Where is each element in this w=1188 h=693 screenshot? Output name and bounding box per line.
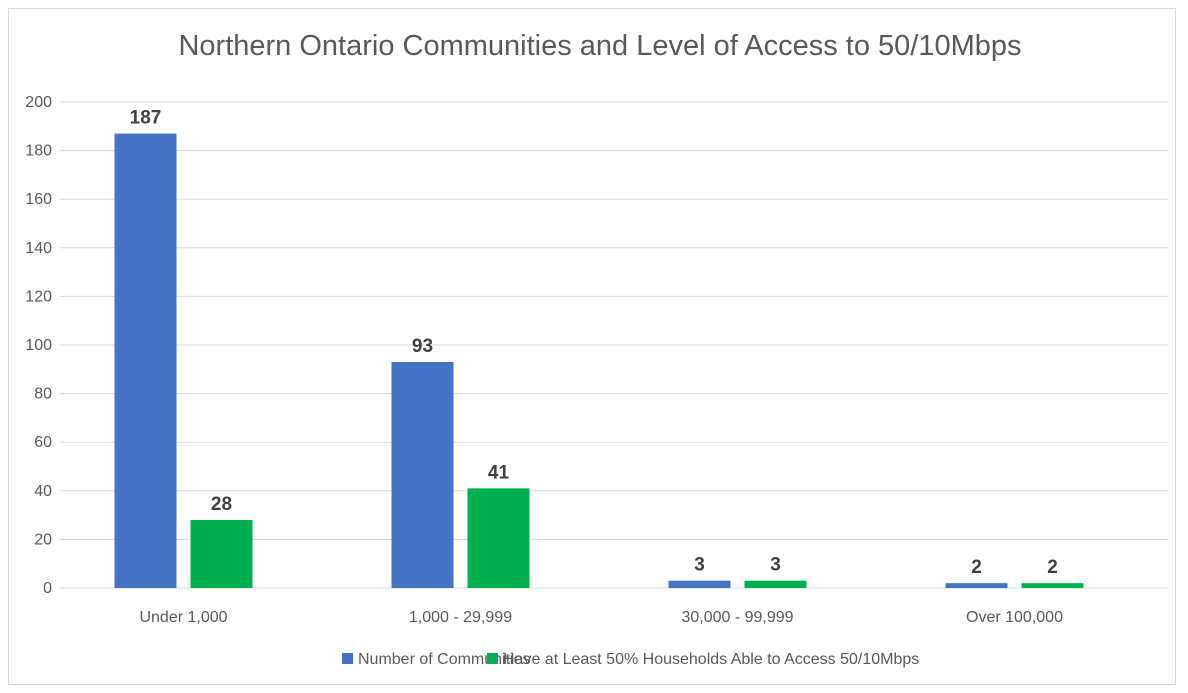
y-tick-label: 120 (25, 288, 52, 305)
x-axis-ticks: Under 1,000 1,000 - 29,999 30,000 - 99,999… (139, 609, 1063, 626)
bar-access-50-10mbps (467, 488, 530, 588)
data-label: 2 (971, 557, 982, 578)
x-tick-label: Under 1,000 (139, 609, 227, 626)
data-label: 2 (1047, 557, 1058, 578)
bar-number-of-communities (945, 583, 1008, 588)
x-tick-label: 1,000 - 29,999 (409, 609, 512, 626)
legend-swatch (487, 653, 498, 664)
data-label: 28 (211, 494, 232, 515)
data-label: 93 (412, 336, 433, 357)
bars (114, 133, 1084, 588)
y-tick-label: 180 (25, 143, 52, 160)
bar-access-50-10mbps (744, 580, 807, 588)
y-tick-label: 100 (25, 337, 52, 354)
bar-number-of-communities (668, 580, 731, 588)
bar-access-50-10mbps (190, 519, 253, 588)
y-tick-label: 20 (34, 531, 52, 548)
bar-number-of-communities (114, 133, 177, 588)
bar-number-of-communities (391, 362, 454, 588)
y-tick-label: 140 (25, 240, 52, 257)
y-tick-label: 160 (25, 191, 52, 208)
y-tick-label: 0 (43, 580, 52, 597)
y-tick-label: 80 (34, 386, 52, 403)
legend-swatch (342, 653, 353, 664)
bar-access-50-10mbps (1021, 583, 1084, 588)
y-axis-ticks: 0 20 40 60 80 100 120 140 160 180 200 (25, 94, 52, 597)
gridlines (60, 101, 1168, 589)
chart-title: Northern Ontario Communities and Level o… (178, 30, 1021, 62)
y-tick-label: 200 (25, 94, 52, 111)
data-labels: 187 28 93 41 3 3 2 2 (130, 108, 1058, 579)
data-label: 187 (130, 108, 162, 129)
data-label: 3 (770, 555, 781, 576)
y-tick-label: 40 (34, 483, 52, 500)
data-label: 41 (488, 462, 510, 483)
legend-label: Have at Least 50% Households Able to Acc… (503, 651, 919, 668)
x-tick-label: 30,000 - 99,999 (681, 609, 793, 626)
y-tick-label: 60 (34, 434, 52, 451)
x-tick-label: Over 100,000 (966, 609, 1063, 626)
data-label: 3 (694, 555, 705, 576)
